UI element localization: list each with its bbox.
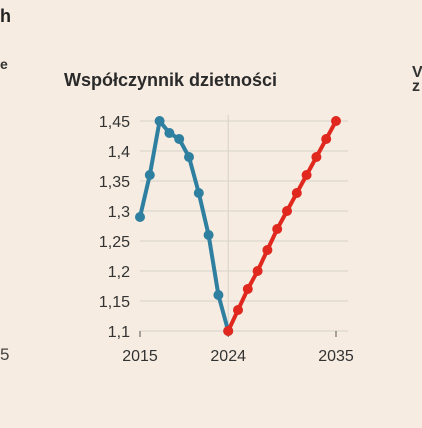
- x-tick-label: 2015: [122, 348, 158, 365]
- projection-series-line: [226, 119, 338, 333]
- y-tick-label: 1,45: [99, 114, 130, 131]
- grid-layer: [140, 115, 348, 332]
- projection-data-point: [311, 152, 322, 162]
- projection-data-point: [262, 245, 273, 255]
- historical-data-point: [144, 170, 155, 180]
- cropped-text-fragment-right-top: V: [412, 64, 422, 81]
- cropped-text-fragment-top-left: h: [0, 6, 11, 26]
- projection-data-point: [301, 170, 312, 180]
- projection-data-point: [252, 266, 263, 276]
- historical-data-point: [203, 230, 214, 240]
- projection-data-point: [321, 134, 332, 144]
- historical-data-point: [164, 128, 175, 138]
- x-tick-label: 2024: [210, 348, 246, 365]
- series-layer: [135, 116, 341, 336]
- axis-layer: 1,1 1,15 1,2 1,25 1,3 1,35 1,4 1,45 2015 2024 2035: [99, 114, 354, 365]
- projection-data-point: [272, 224, 283, 234]
- historical-series-line: [138, 119, 231, 333]
- projection-data-point: [282, 206, 292, 216]
- historical-data-point: [174, 134, 185, 144]
- cropped-text-fragment-bottom-left: 5: [0, 345, 10, 364]
- y-tick-label: 1,4: [108, 144, 130, 161]
- historical-data-point: [154, 116, 165, 126]
- y-tick-label: 1,25: [99, 234, 130, 251]
- projection-data-point: [233, 305, 243, 315]
- projection-data-point: [291, 188, 302, 198]
- projection-data-point: [331, 116, 341, 126]
- projection-data-point: [223, 326, 234, 336]
- y-tick-label: 1,35: [99, 174, 130, 191]
- chart-title: Współczynnik dzietności: [64, 70, 278, 90]
- x-tick-label: 2035: [318, 348, 354, 365]
- historical-data-point: [213, 290, 224, 300]
- cropped-text-fragment-mid-left: e: [0, 56, 8, 72]
- historical-data-point: [184, 152, 194, 162]
- projection-data-point: [242, 284, 253, 294]
- y-tick-label: 1,15: [99, 294, 130, 311]
- y-tick-label: 1,1: [108, 324, 130, 341]
- historical-data-point: [193, 188, 204, 198]
- historical-data-point: [135, 212, 145, 222]
- y-tick-label: 1,2: [108, 264, 130, 281]
- cropped-text-fragment-right-second: z: [412, 78, 420, 95]
- y-tick-label: 1,3: [108, 204, 130, 221]
